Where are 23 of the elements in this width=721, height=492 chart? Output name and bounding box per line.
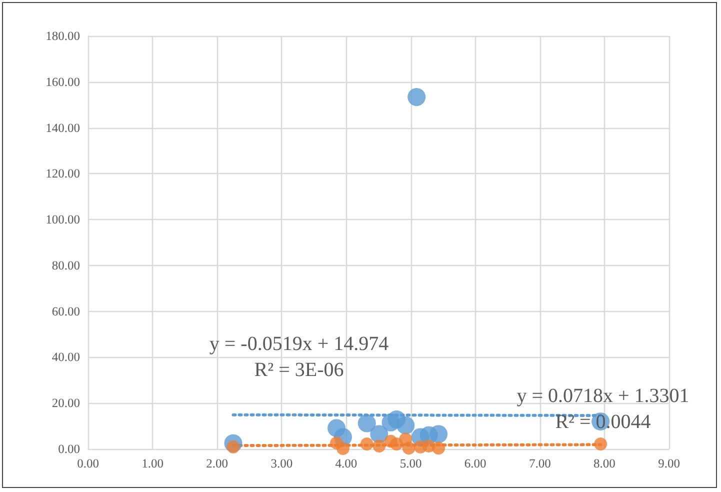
annotation: y = 0.0718x + 1.3301 — [516, 385, 690, 407]
y-tick-label: 60.00 — [52, 304, 80, 318]
annotation: y = -0.0519x + 14.974 — [209, 333, 389, 355]
y-tick-label: 20.00 — [52, 396, 80, 410]
x-tick-label: 0.00 — [77, 456, 99, 470]
x-tick-label: 2.00 — [206, 456, 228, 470]
y-tick-label: 0.00 — [58, 442, 80, 456]
y-tick-label: 120.00 — [46, 166, 80, 181]
x-tick-label: 8.00 — [594, 456, 616, 470]
annotation: R² = 3E-06 — [254, 359, 344, 381]
y-tick-label: 160.00 — [46, 74, 80, 89]
x-tick-label: 7.00 — [528, 456, 551, 470]
y-tick-label: 100.00 — [46, 212, 80, 227]
x-tick-label: 5.00 — [400, 456, 422, 470]
y-tick-label: 40.00 — [52, 350, 80, 364]
x-tick-label: 1.00 — [142, 456, 164, 470]
y-tick-label: 140.00 — [46, 120, 80, 135]
x-tick-label: 4.00 — [335, 456, 358, 470]
y-tick-label: 80.00 — [52, 258, 80, 272]
x-tick-label: 3.00 — [270, 456, 293, 470]
y-tick-label: 180.00 — [46, 29, 80, 43]
x-tick-label: 9.00 — [658, 456, 680, 470]
x-tick-label: 6.00 — [464, 456, 486, 470]
